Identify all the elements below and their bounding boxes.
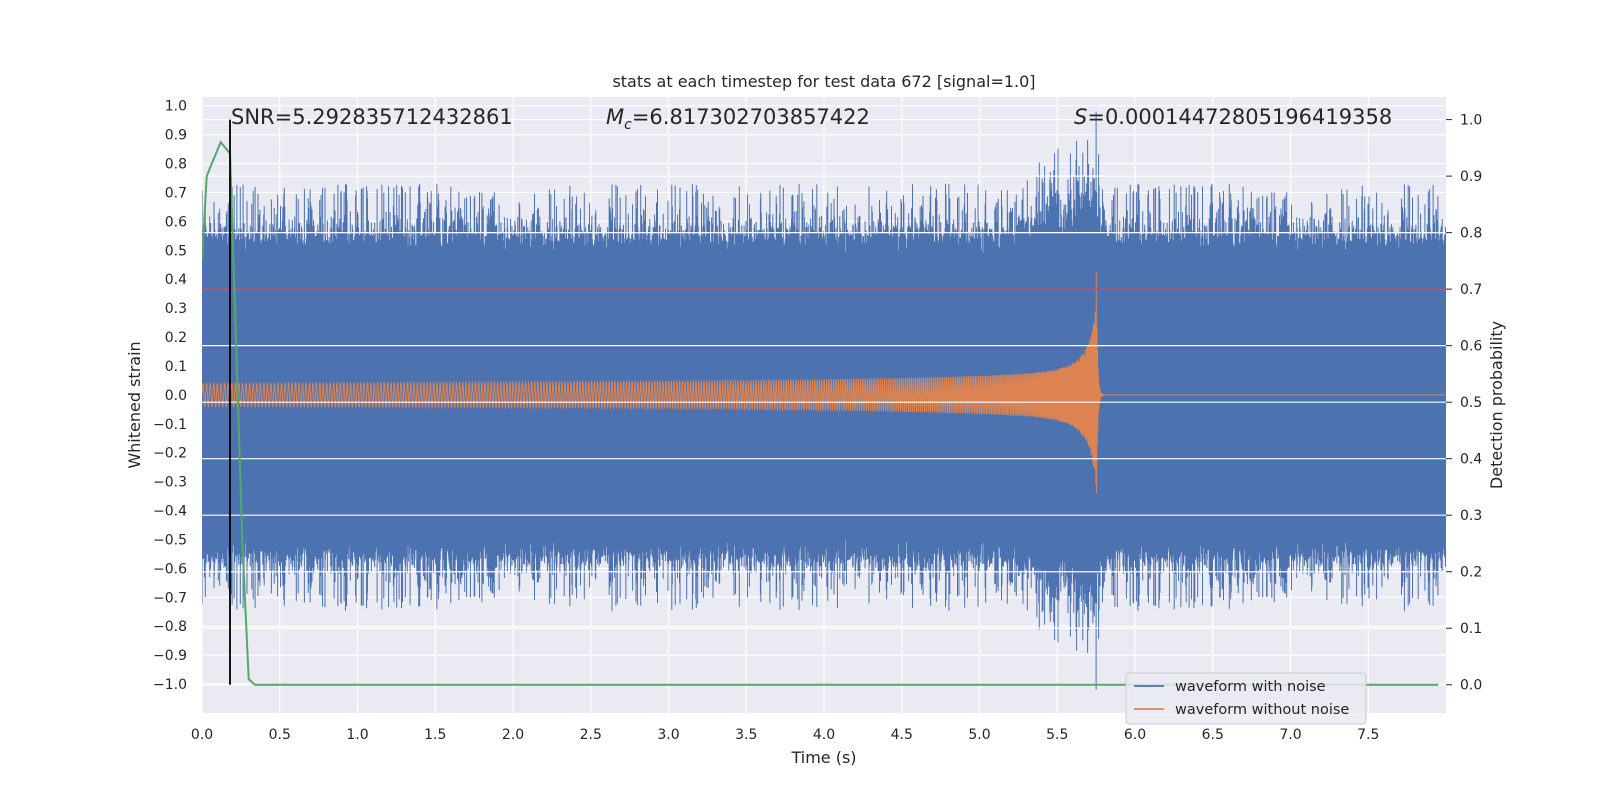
snr-annotation: SNR=5.292835712432861 [231, 105, 513, 129]
y-tick-label: −0.5 [153, 532, 187, 548]
x-tick-label: 0.5 [269, 727, 291, 743]
y-tick-label: −0.4 [153, 504, 187, 520]
x-tick-label: 1.5 [424, 727, 446, 743]
y2-tick-label: 0.6 [1460, 339, 1482, 355]
y2-tick-label: 0.4 [1460, 452, 1482, 468]
y-tick-label: 0.6 [165, 214, 187, 230]
y-tick-label: 0.2 [165, 330, 187, 346]
y-tick-label: 0.1 [165, 359, 187, 375]
y-tick-label: −0.1 [153, 417, 187, 433]
legend-box [1125, 672, 1367, 725]
y-tick-label: −0.8 [153, 619, 187, 635]
chirp-mass-value: =6.817302703857422 [632, 105, 870, 129]
y-tick-label: −1.0 [153, 677, 187, 693]
chirp-mass-annotation: Mc=6.817302703857422 [606, 105, 870, 133]
x-tick-label: 4.5 [891, 727, 913, 743]
series-waveform-without-noise [202, 271, 1446, 494]
y2-tick-label: 0.8 [1460, 226, 1482, 242]
x-tick-label: 1.0 [346, 727, 368, 743]
y-tick-label: −0.9 [153, 648, 187, 664]
x-tick-label: 5.0 [968, 727, 990, 743]
s-annotation: S=0.00014472805196419358 [1074, 105, 1392, 129]
x-tick-label: 0.0 [191, 727, 213, 743]
y-axis-ticks: 1.0 0.9 0.8 0.7 0.6 0.5 0.4 0.3 0.2 0.1 0.0 −0.1 −0.… [153, 99, 187, 693]
series-detection-probability [202, 140, 1439, 686]
y2-axis-label: Detection probability [1487, 321, 1506, 489]
y-tick-label: −0.3 [153, 475, 187, 491]
x-tick-label: 3.5 [735, 727, 757, 743]
y2-tick-label: 0.1 [1460, 621, 1482, 637]
y2-tick-label: 0.0 [1460, 678, 1482, 694]
legend-label-noisy: waveform with noise [1175, 679, 1326, 695]
y-tick-label: −0.6 [153, 561, 187, 577]
y2-tick-label: 0.9 [1460, 169, 1482, 185]
y-tick-label: 0.4 [165, 272, 187, 288]
y2-axis-ticks: 1.0 0.9 0.8 0.7 0.6 0.5 0.4 0.3 0.2 0.1 0.0 [1446, 113, 1482, 694]
y2-tick-label: 0.7 [1460, 282, 1482, 298]
y-tick-label: −0.2 [153, 446, 187, 462]
s-value: =0.00014472805196419358 [1087, 105, 1392, 129]
legend-label-clean: waveform without noise [1175, 702, 1349, 718]
y-tick-label: 1.0 [165, 99, 187, 115]
y2-tick-label: 0.2 [1460, 565, 1482, 581]
y-axis-label: Whitened strain [125, 341, 144, 468]
y-tick-label: 0.7 [165, 185, 187, 201]
y-tick-label: 0.8 [165, 157, 187, 173]
y2-tick-label: 0.5 [1460, 395, 1482, 411]
x-axis-label: Time (s) [790, 748, 856, 767]
x-tick-label: 7.5 [1357, 727, 1379, 743]
x-tick-label: 7.0 [1279, 727, 1301, 743]
chirp-mass-symbol: M [606, 105, 624, 129]
chart-title: stats at each timestep for test data 672… [612, 72, 1035, 91]
y-tick-label: −0.7 [153, 590, 187, 606]
x-axis-ticks: 0.0 0.5 1.0 1.5 2.0 2.5 3.0 3.5 4.0 4.5 5.0 5.5 6.0 6… [191, 727, 1380, 743]
chirp-mass-subscript: c [624, 117, 632, 133]
x-tick-label: 6.0 [1124, 727, 1146, 743]
y-tick-label: 0.9 [165, 128, 187, 144]
legend: waveform with noise waveform without noi… [1125, 672, 1367, 725]
x-tick-label: 5.5 [1046, 727, 1068, 743]
y-tick-label: 0.3 [165, 301, 187, 317]
y2-tick-label: 0.3 [1460, 508, 1482, 524]
y2-tick-label: 1.0 [1460, 113, 1482, 129]
s-symbol: S [1074, 105, 1087, 129]
y-tick-label: 0.0 [165, 388, 187, 404]
x-tick-label: 4.0 [813, 727, 835, 743]
y-tick-label: 0.5 [165, 243, 187, 259]
x-tick-label: 6.5 [1202, 727, 1224, 743]
x-tick-label: 2.0 [502, 727, 524, 743]
x-tick-label: 3.0 [657, 727, 679, 743]
x-tick-label: 2.5 [580, 727, 602, 743]
